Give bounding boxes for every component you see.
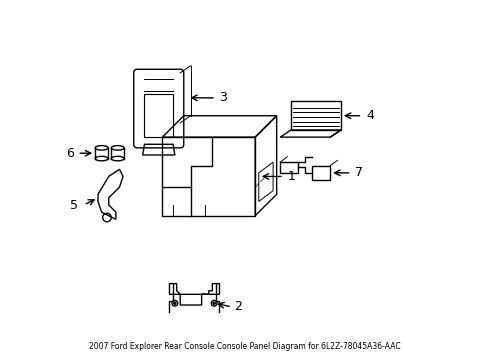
Text: 2007 Ford Explorer Rear Console Console Panel Diagram for 6L2Z-78045A36-AAC: 2007 Ford Explorer Rear Console Console … [88,342,400,351]
Circle shape [173,302,176,304]
Text: 4: 4 [365,109,373,122]
Text: 3: 3 [219,91,227,104]
Text: 1: 1 [287,170,295,183]
Text: 7: 7 [354,166,363,179]
Text: 2: 2 [233,300,241,313]
Text: 5: 5 [70,198,78,212]
Text: 6: 6 [66,147,74,160]
Circle shape [213,302,215,304]
